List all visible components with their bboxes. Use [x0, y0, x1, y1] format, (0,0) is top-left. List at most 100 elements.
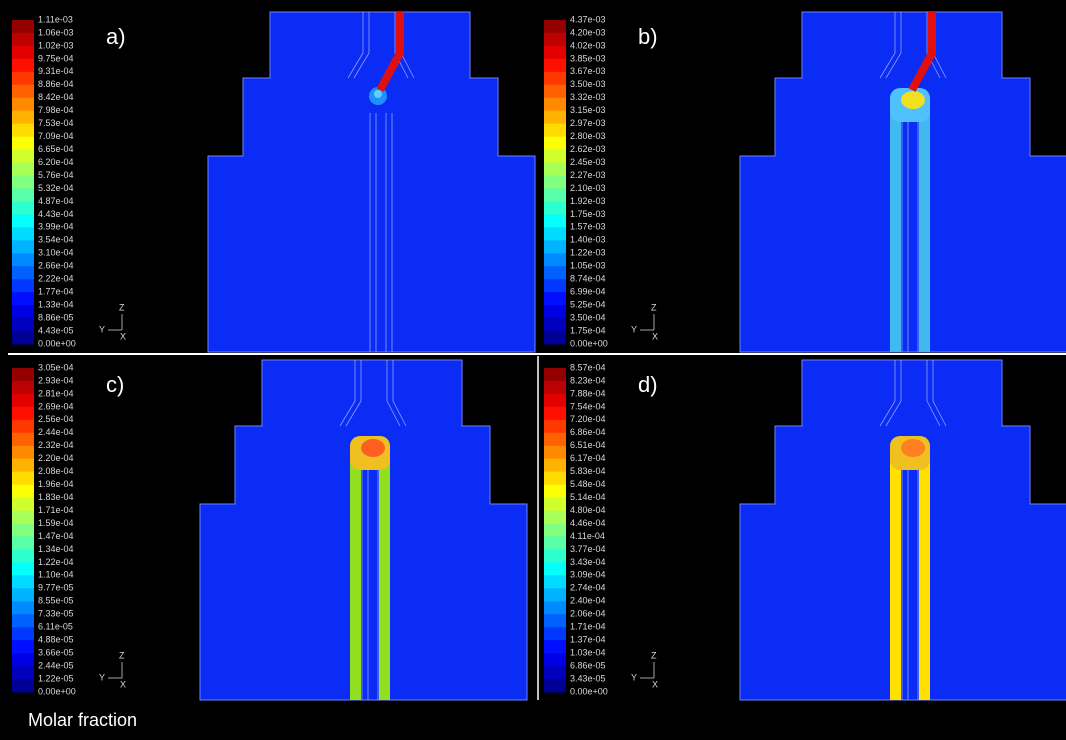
channel-wall [345, 400, 362, 427]
colorbar-label: 2.62e-03 [570, 144, 606, 154]
colorbar-segment [544, 445, 566, 460]
colorbar-segment [12, 549, 34, 563]
channel-wall [400, 52, 415, 79]
colorbar-label: 0.00e+00 [38, 338, 76, 348]
colorbar-label: 4.02e-03 [570, 40, 606, 50]
colorbar-segment [544, 666, 566, 680]
colorbar-segment [12, 84, 34, 99]
channel-wall [932, 400, 947, 427]
panel-label: d) [638, 372, 658, 397]
colorbar-segment [12, 601, 34, 615]
colorbar-segment [544, 227, 566, 241]
colorbar-label: 1.71e-04 [38, 505, 74, 515]
colorbar-label: 1.22e-05 [38, 673, 74, 683]
colorbar-segment [12, 305, 34, 319]
colorbar-segment [12, 136, 34, 151]
colorbar-label: 6.20e-04 [38, 157, 74, 167]
colorbar-label: 1.59e-04 [38, 518, 74, 528]
panel: 4.37e-03 4.20e-03 4.02e-03 3.85e-03 3.67e-03… [540, 8, 1066, 353]
colorbar-segment [12, 20, 34, 34]
colorbar-label: 2.10e-03 [570, 183, 606, 193]
colorbar-segment [12, 640, 34, 654]
colorbar-label: 1.34e-04 [38, 544, 74, 554]
stream-tube [379, 451, 390, 700]
colorbar-segment [544, 484, 566, 499]
axis-label: Y [631, 324, 637, 334]
colorbar-label: 1.11e-03 [38, 14, 73, 24]
colorbar-segment [544, 380, 566, 395]
axis-label: X [120, 679, 126, 689]
colorbar-label: 7.20e-04 [570, 414, 606, 424]
colorbar-segment [12, 123, 34, 138]
colorbar-label: 1.33e-04 [38, 299, 74, 309]
axis-label: Z [119, 302, 125, 312]
colorbar-label: 3.15e-03 [570, 105, 606, 115]
colorbar-segment [544, 162, 566, 177]
colorbar-segment [544, 149, 566, 164]
colorbar-label: 8.42e-04 [38, 92, 74, 102]
stream-tube [919, 451, 930, 700]
colorbar-label: 6.65e-04 [38, 144, 74, 154]
colorbar-segment [544, 32, 566, 47]
colorbar-label: 1.05e-03 [570, 261, 606, 271]
colorbar-label: 2.06e-04 [570, 609, 606, 619]
colorbar-label: 3.43e-04 [570, 557, 606, 567]
colorbar-label: 9.75e-04 [38, 53, 74, 63]
colorbar-segment [544, 240, 566, 254]
colorbar-segment [12, 393, 34, 408]
stream-tube [919, 103, 930, 352]
colorbar-segment [12, 188, 34, 202]
colorbar-label: 7.98e-04 [38, 105, 74, 115]
colorbar-label: 3.43e-05 [570, 673, 606, 683]
colorbar-label: 6.11e-05 [38, 622, 73, 632]
colorbar-label: 4.43e-05 [38, 325, 74, 335]
colorbar-label: 3.50e-03 [570, 79, 606, 89]
colorbar-label: 3.77e-04 [570, 544, 606, 554]
colorbar-label: 3.32e-03 [570, 92, 606, 102]
stream-tube [890, 451, 901, 700]
colorbar-segment [544, 188, 566, 202]
colorbar-segment [12, 71, 34, 86]
colorbar-segment [544, 305, 566, 319]
stream-blob-core [361, 439, 385, 457]
colorbar-label: 1.22e-03 [570, 248, 606, 258]
channel-wall [386, 400, 401, 427]
colorbar-label: 2.44e-05 [38, 660, 74, 670]
colorbar-segment [12, 588, 34, 602]
colorbar-label: 1.75e-03 [570, 209, 606, 219]
colorbar-label: 1.10e-04 [38, 570, 74, 580]
panel: 1.11e-03 1.06e-03 1.02e-03 9.75e-04 9.31e-04… [8, 8, 536, 353]
colorbar-label: 2.66e-04 [38, 261, 74, 271]
colorbar-segment [12, 419, 34, 434]
colorbar-segment [544, 266, 566, 280]
colorbar-segment [544, 84, 566, 99]
colorbar-label: 2.69e-04 [38, 401, 74, 411]
axis-label: Y [631, 672, 637, 682]
colorbar-label: 8.57e-04 [570, 362, 606, 372]
colorbar-segment [544, 393, 566, 408]
colorbar-segment [12, 279, 34, 293]
channel-wall [879, 52, 896, 79]
panel-label: c) [106, 372, 124, 397]
colorbar-label: 3.09e-04 [570, 570, 606, 580]
colorbar-label: 2.93e-04 [38, 375, 74, 385]
panel-label: a) [106, 24, 126, 49]
domain [739, 359, 1066, 701]
colorbar-label: 5.14e-04 [570, 492, 606, 502]
colorbar-label: 2.27e-03 [570, 170, 606, 180]
channel-wall [392, 400, 407, 427]
axis-label: Y [99, 324, 105, 334]
axis-label: X [652, 679, 658, 689]
colorbar-label: 4.20e-03 [570, 27, 606, 37]
colorbar-segment [12, 110, 34, 125]
colorbar-label: 1.40e-03 [570, 235, 606, 245]
colorbar-segment [12, 510, 34, 525]
colorbar-segment [12, 679, 34, 693]
colorbar-label: 8.74e-04 [570, 274, 606, 284]
colorbar-segment [544, 614, 566, 628]
axis-label: X [120, 331, 126, 341]
colorbar-label: 2.40e-04 [570, 596, 606, 606]
colorbar-segment [544, 549, 566, 563]
colorbar-label: 1.92e-03 [570, 196, 606, 206]
colorbar-segment [12, 97, 34, 112]
